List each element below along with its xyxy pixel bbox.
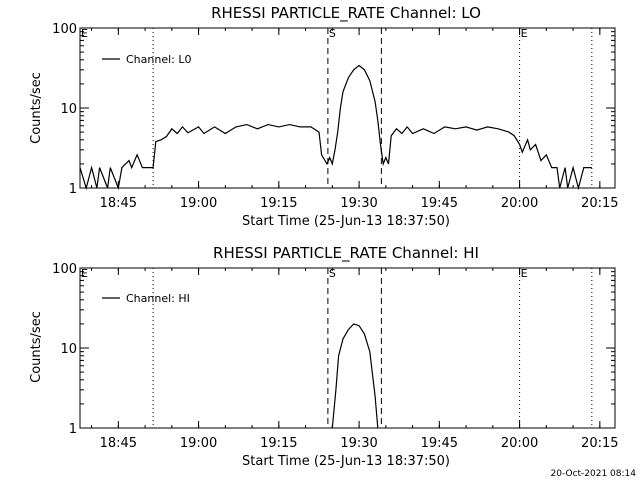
y-tick-label: 10 bbox=[60, 102, 77, 117]
legend-label-lo: Channel: L0 bbox=[126, 53, 192, 66]
x-tick-label: 18:45 bbox=[100, 196, 137, 211]
event-marker-label: E bbox=[81, 267, 88, 280]
event-marker-label: E bbox=[81, 27, 88, 40]
x-tick-label: 19:00 bbox=[180, 436, 217, 451]
series-line-lo bbox=[79, 64, 592, 191]
series-line-hi bbox=[331, 323, 379, 429]
x-tick-label: 20:15 bbox=[581, 196, 618, 211]
chart-panel-lo: RHESSI PARTICLE_RATE Channel: LO Start T… bbox=[29, 4, 619, 229]
x-tick-label: 20:00 bbox=[501, 196, 538, 211]
y-axis-label-lo: Counts/sec bbox=[29, 72, 44, 144]
chart-title-lo: RHESSI PARTICLE_RATE Channel: LO bbox=[211, 4, 481, 23]
event-marker-label: E bbox=[521, 27, 528, 40]
x-tick-label: 19:15 bbox=[260, 436, 297, 451]
y-tick-label: 1 bbox=[69, 182, 77, 197]
legend-label-hi: Channel: HI bbox=[126, 292, 190, 305]
x-tick-label: 19:15 bbox=[260, 196, 297, 211]
event-marker-label: E bbox=[521, 267, 528, 280]
plot-frame-lo bbox=[79, 27, 616, 189]
x-tick-label: 19:00 bbox=[180, 196, 217, 211]
x-axis-label-hi: Start Time (25-Jun-13 18:37:50) bbox=[242, 454, 450, 469]
generation-timestamp: 20-Oct-2021 08:14 bbox=[551, 469, 637, 479]
x-tick-label: 20:00 bbox=[501, 436, 538, 451]
y-tick-label: 10 bbox=[60, 342, 77, 357]
x-axis-label-lo: Start Time (25-Jun-13 18:37:50) bbox=[242, 214, 450, 229]
x-tick-label: 20:15 bbox=[581, 436, 618, 451]
x-tick-label: 19:45 bbox=[421, 196, 458, 211]
y-tick-label: 1 bbox=[69, 422, 77, 437]
legend-hi: Channel: HI bbox=[102, 292, 190, 305]
axis-ticks-lo: 18:45 19:00 19:15 19:30 19:45 20:00 20:15 1 10 10… bbox=[52, 22, 618, 211]
x-tick-label: 19:30 bbox=[340, 436, 377, 451]
chart-title-hi: RHESSI PARTICLE_RATE Channel: HI bbox=[213, 244, 479, 263]
y-tick-label: 100 bbox=[52, 262, 77, 277]
x-tick-label: 19:30 bbox=[340, 196, 377, 211]
legend-lo: Channel: L0 bbox=[102, 53, 192, 66]
chart-panel-hi: RHESSI PARTICLE_RATE Channel: HI Start T… bbox=[29, 244, 619, 469]
y-tick-label: 100 bbox=[52, 22, 77, 37]
event-marker-label: S bbox=[329, 27, 336, 40]
y-axis-label-hi: Counts/sec bbox=[29, 311, 44, 383]
event-marker-label: S bbox=[329, 267, 336, 280]
x-tick-label: 19:45 bbox=[421, 436, 458, 451]
x-tick-label: 18:45 bbox=[100, 436, 137, 451]
axis-ticks-hi: 18:45 19:00 19:15 19:30 19:45 20:00 20:15 1 10 10… bbox=[52, 262, 618, 451]
